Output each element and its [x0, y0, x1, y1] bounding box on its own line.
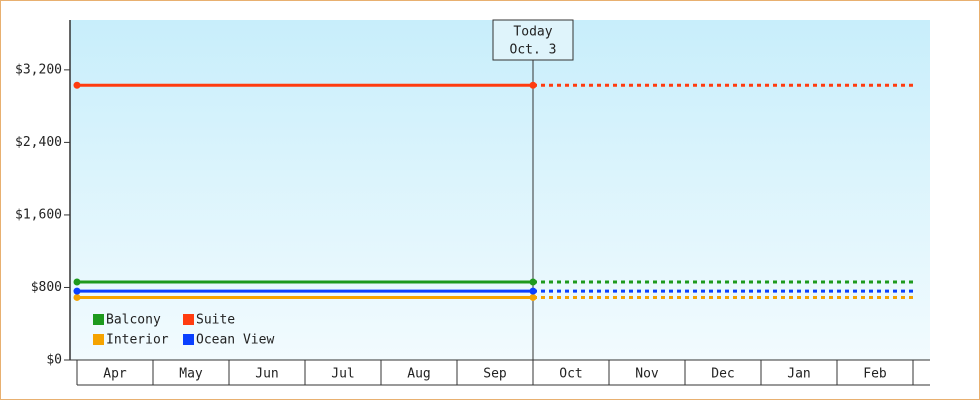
today-box: [492, 19, 574, 61]
point: [529, 287, 537, 295]
x-tick-label: May: [179, 367, 203, 382]
x-tick-label: Dec: [711, 367, 734, 382]
y-tick-label: $0: [46, 353, 62, 368]
point: [529, 278, 537, 286]
x-tick-label: Jul: [331, 367, 354, 382]
x-tick-label: Apr: [103, 367, 127, 382]
y-tick-label: $2,400: [15, 135, 62, 150]
x-tick-label: Sep: [483, 367, 507, 382]
x-tick-label: Oct: [559, 367, 582, 382]
legend-swatch: [183, 314, 194, 325]
point: [73, 293, 81, 301]
y-tick-label: $1,600: [15, 207, 62, 222]
legend-swatch: [93, 334, 104, 345]
point: [529, 81, 537, 89]
today-label: Today: [513, 25, 552, 40]
x-tick-label: Aug: [407, 367, 430, 382]
legend-swatch: [93, 314, 104, 325]
x-tick-label: Jun: [255, 367, 278, 382]
legend-swatch: [183, 334, 194, 345]
legend-label: Ocean View: [196, 333, 274, 348]
today-date: Oct. 3: [510, 43, 557, 58]
x-tick-label: Jan: [787, 367, 810, 382]
x-tick-label: Feb: [863, 367, 887, 382]
plot-area: [70, 20, 930, 360]
y-tick-label: $800: [31, 280, 62, 295]
point: [73, 287, 81, 295]
point: [73, 81, 81, 89]
point: [529, 293, 537, 301]
legend-label: Balcony: [106, 313, 161, 328]
point: [73, 278, 81, 286]
legend-label: Interior: [106, 333, 169, 348]
y-tick-label: $3,200: [15, 62, 62, 77]
x-tick-label: Nov: [635, 367, 659, 382]
legend-label: Suite: [196, 313, 235, 328]
